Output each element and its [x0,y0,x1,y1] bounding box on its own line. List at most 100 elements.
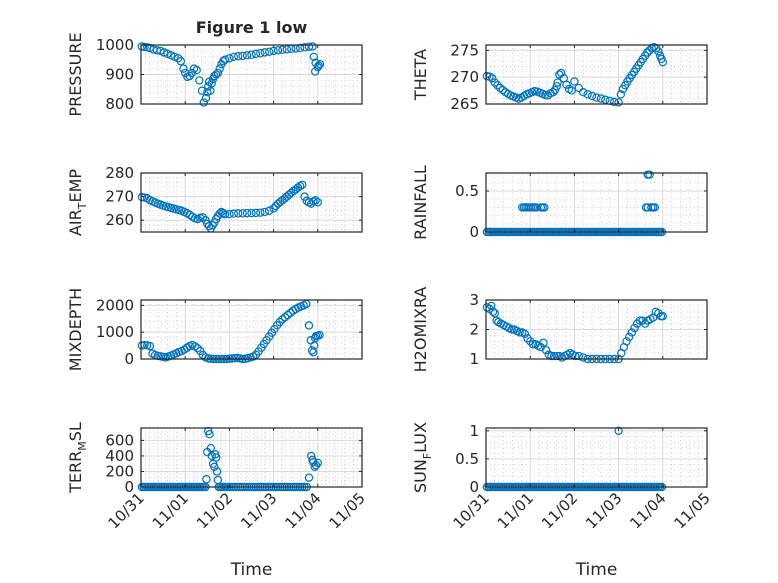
x-axis-label: Time [230,560,273,580]
data-point [238,51,247,61]
data-point [570,77,579,86]
subplot-mixdepth: 0 1000 2000 MIXDEPTH [66,288,363,371]
data-point [540,203,549,212]
data-point [315,59,325,69]
axes-frame [140,172,363,233]
data-point [654,47,663,56]
y-tick-label: 0 [124,350,134,368]
data-point [309,52,319,62]
data-point [300,192,309,201]
data-point [532,203,541,212]
y-axis-label: SUNFLUX [411,422,434,493]
data-point [264,206,274,215]
data-point [273,46,283,55]
series-h2omixra [482,301,668,364]
data-point [616,90,626,99]
data-point [280,312,290,322]
data-point [260,207,269,217]
data-point [215,209,224,218]
data-point [311,196,320,205]
data-point [256,49,265,58]
y-axis-label: H2OMIXRA [411,287,430,373]
data-point [247,208,256,218]
data-point [601,95,610,104]
subplot-h2omixra: 1 2 3 H2OMIXRA [411,287,708,373]
data-point [547,351,556,361]
y-tick-label: 800 [105,95,134,113]
plot-area [141,428,362,487]
y-tick-label: 0.5 [455,182,479,200]
y-tick-label: 0.5 [455,450,479,468]
axes-frame [140,427,363,488]
y-tick-label: 270 [105,188,134,206]
subplot-theta: 265 270 275 THETA [411,41,708,113]
data-point [251,49,261,59]
data-point [528,340,538,349]
data-point [229,52,239,62]
data-point [650,203,660,212]
data-point [220,210,230,219]
data-point [490,78,500,87]
x-tick-label: 11/02 [193,489,236,532]
data-point [596,94,606,103]
data-point [552,351,561,361]
data-point [304,321,314,330]
data-point [202,475,211,484]
data-point [515,328,524,337]
subplot-pressure: 800 900 1000 PRESSURE Figure 1 low [66,18,363,117]
data-point [256,208,265,217]
axes-frame [485,44,708,105]
data-point [247,50,256,59]
data-point [553,78,562,87]
plot-area [486,428,707,487]
data-point [574,351,584,361]
data-point [212,467,222,476]
data-point [215,64,224,73]
y-tick-label: 400 [105,447,134,465]
y-tick-label: 1000 [96,323,134,341]
y-axis-label: PRESSURE [66,32,85,116]
x-tick-label: 11/05 [326,489,369,532]
data-point [592,93,601,102]
y-tick-label: 0 [469,223,479,241]
data-point [210,462,219,472]
data-point [645,170,654,179]
data-point [609,97,619,107]
data-point [311,461,321,470]
data-point [520,329,530,339]
data-point [220,55,230,64]
plot-area [486,173,707,232]
axes-frame [485,427,708,488]
data-point [313,458,322,468]
data-point [251,208,261,218]
series-air-temp [137,180,322,233]
y-tick-label: 900 [105,66,134,84]
data-point [264,47,274,56]
data-point [242,208,252,218]
data-point [571,351,580,361]
data-point [179,64,188,73]
x-tick-label: 11/03 [582,489,625,532]
data-point [278,45,287,54]
y-tick-label: 1 [469,350,479,368]
x-tick-label: 11/04 [626,489,669,532]
x-axis-label: Time [575,560,618,580]
data-point [579,87,588,97]
data-point [238,209,247,218]
data-point [622,337,631,346]
data-point [193,344,202,353]
data-point [614,98,623,107]
data-point [225,209,234,219]
data-point [295,43,305,53]
x-tick-label: 11/03 [237,489,280,532]
axes-frame [485,172,708,233]
data-point [230,353,239,363]
y-tick-label: 1 [469,422,479,440]
y-tick-label: 0 [469,478,479,496]
data-point [234,209,243,218]
data-point [658,312,668,321]
y-axis-label: TERRMSL [66,422,89,494]
data-point [567,86,576,95]
